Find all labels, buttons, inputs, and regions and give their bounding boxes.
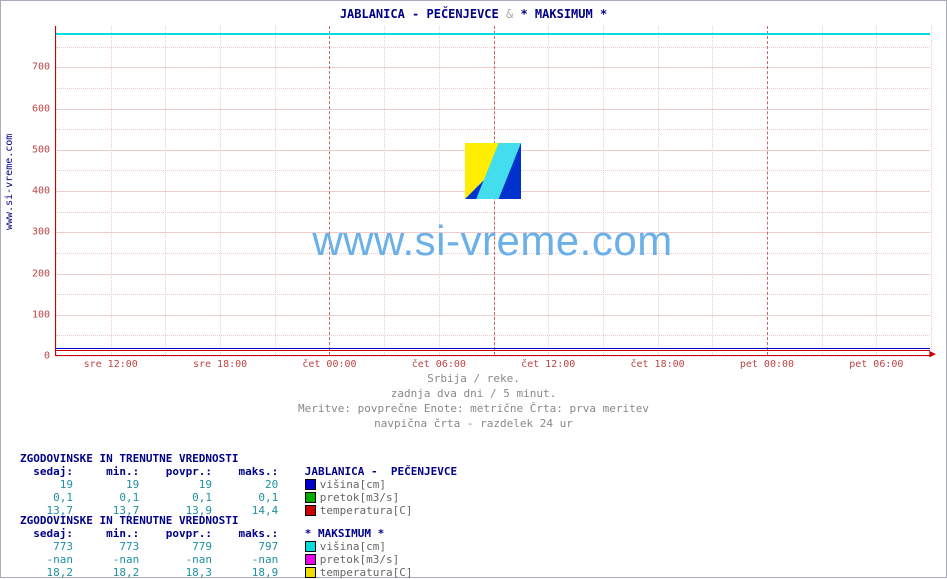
x-tick: pet 06:00 [849,355,903,370]
legend-block-1: ZGODOVINSKE IN TRENUTNE VREDNOSTI sedaj:… [20,452,457,517]
legend-block-2: ZGODOVINSKE IN TRENUTNE VREDNOSTI sedaj:… [20,514,413,579]
axis-arrow-icon: ▶ [929,347,936,360]
legend-swatch-icon [305,554,316,565]
x-tick: čet 12:00 [521,355,575,370]
x-tick: čet 18:00 [630,355,684,370]
y-tick: 400 [32,186,56,197]
y-tick: 0 [44,351,56,362]
x-tick: sre 12:00 [84,355,138,370]
y-tick: 700 [32,62,56,73]
y-tick: 300 [32,227,56,238]
x-tick: čet 06:00 [412,355,466,370]
y-tick: 200 [32,268,56,279]
legend-swatch-icon [305,492,316,503]
legend-header: ZGODOVINSKE IN TRENUTNE VREDNOSTI [20,452,457,465]
legend-row: 19 19 19 20 višina[cm] [20,478,457,491]
legend-row: -nan -nan -nan -nan pretok[m3/s] [20,553,413,566]
y-tick: 600 [32,103,56,114]
chart-caption: Srbija / reke. zadnja dva dni / 5 minut.… [0,372,947,431]
series-visina_jab [56,348,930,349]
x-tick: čet 00:00 [302,355,356,370]
y-tick: 500 [32,144,56,155]
chart-area: 0100200300400500600700sre 12:00sre 18:00… [55,26,930,356]
legend-swatch-icon [305,541,316,552]
legend-row: 0,1 0,1 0,1 0,1 pretok[m3/s] [20,491,457,504]
y-tick: 100 [32,309,56,320]
legend-row: 773 773 779 797 višina[cm] [20,540,413,553]
watermark-logo [465,143,521,199]
legend-row: 18,2 18,2 18,3 18,9 temperatura[C] [20,566,413,579]
y-axis-label: www.si-vreme.com [4,134,15,230]
legend-swatch-icon [305,567,316,578]
legend-swatch-icon [305,479,316,490]
series-visina_max [56,33,930,35]
chart-title: JABLANICA - PEČENJEVCE & * MAKSIMUM * [1,1,946,21]
x-tick: sre 18:00 [193,355,247,370]
series-temp_jab [56,350,930,351]
x-tick: pet 00:00 [740,355,794,370]
legend-header: ZGODOVINSKE IN TRENUTNE VREDNOSTI [20,514,413,527]
